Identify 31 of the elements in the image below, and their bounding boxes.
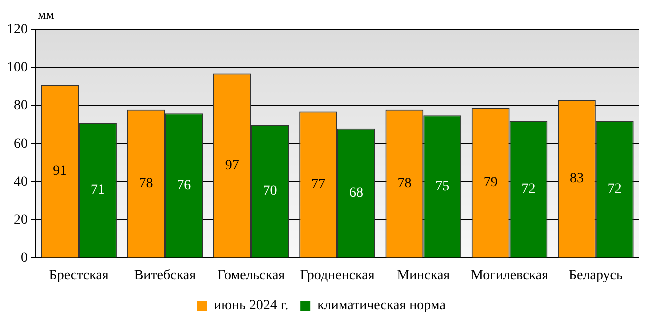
data-label: 76 [177, 178, 192, 194]
y-tick-label: 40 [14, 174, 28, 190]
data-label: 72 [608, 182, 622, 198]
y-tick-label: 0 [21, 250, 28, 266]
y-tick-label: 80 [14, 98, 28, 114]
x-tick-label: Минская [397, 268, 451, 284]
x-tick-label: Витебская [134, 268, 197, 284]
data-label: 72 [522, 182, 536, 198]
x-tick-label: Брестская [49, 268, 110, 284]
data-label: 71 [91, 183, 106, 198]
data-label: 78 [398, 176, 412, 192]
x-tick-label: Гродненская [300, 268, 376, 284]
x-tick-label: Гомельская [218, 268, 286, 284]
data-label: 75 [436, 179, 450, 194]
data-label: 77 [312, 177, 326, 192]
data-label: 83 [570, 172, 584, 187]
y-tick-label: 120 [7, 22, 28, 38]
y-tick-label: 20 [14, 212, 28, 228]
x-tick-label: Беларусь [568, 268, 623, 284]
data-label: 97 [225, 158, 240, 174]
data-label: 68 [349, 186, 364, 201]
y-tick-label: 100 [7, 60, 28, 76]
legend-label: климатическая норма [318, 298, 447, 314]
x-tick-label: Могилевская [471, 268, 550, 284]
data-label: 70 [263, 184, 278, 200]
data-label: 91 [53, 164, 68, 180]
legend-label: июнь 2024 г. [214, 298, 289, 314]
data-label: 79 [484, 176, 498, 191]
y-axis-title: мм [38, 6, 54, 22]
y-tick-label: 60 [14, 136, 28, 152]
data-label: 78 [139, 176, 154, 192]
